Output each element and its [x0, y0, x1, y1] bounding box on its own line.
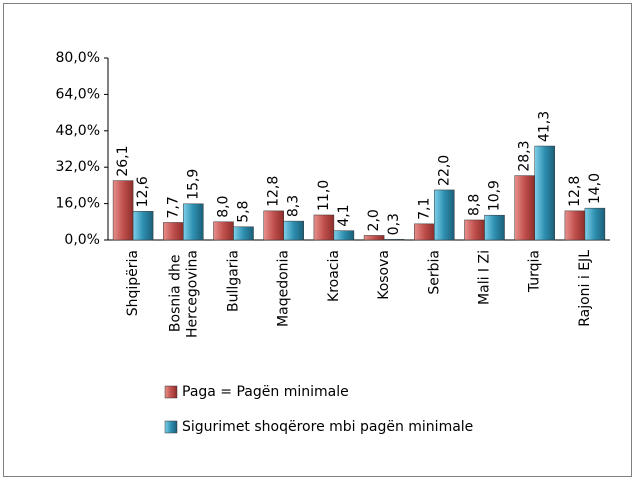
- bar: [534, 145, 555, 241]
- bar: [163, 222, 184, 241]
- x-tick-label-line: Bosnia dhe: [167, 250, 183, 332]
- bar: [464, 219, 485, 241]
- value-label: 11,0: [316, 180, 332, 211]
- x-tick-label: Mali I Zi: [477, 250, 493, 305]
- x-tick-label: Bullgaria: [226, 250, 242, 312]
- bar: [283, 220, 304, 241]
- x-tick-label: Rajoni i EJL: [577, 250, 593, 327]
- bar: [132, 211, 154, 241]
- legend-label: Paga = Pagën minimale: [182, 384, 349, 400]
- y-tick-label: 48,0%: [56, 123, 100, 139]
- legend-label: Sigurimet shoqërore mbi pagën minimale: [182, 419, 473, 435]
- bar: [183, 203, 204, 241]
- bar: [383, 239, 405, 241]
- y-tick-label: 32,0%: [56, 159, 100, 175]
- value-label: 8,0: [216, 196, 232, 218]
- legend-swatch: [164, 385, 178, 399]
- value-label: 8,3: [286, 195, 302, 217]
- bar: [313, 214, 335, 241]
- value-label: 10,9: [487, 180, 503, 211]
- value-label: 12,6: [135, 176, 151, 207]
- value-label: 14,0: [587, 173, 603, 204]
- value-label: 26,1: [115, 145, 131, 176]
- value-label: 2,0: [366, 209, 382, 231]
- bar: [233, 226, 254, 241]
- bar: [484, 214, 505, 241]
- x-tick-label: Serbia: [426, 250, 442, 295]
- bar: [363, 235, 385, 241]
- value-label: 28,3: [517, 140, 533, 171]
- y-tick-label: 80,0%: [56, 50, 100, 66]
- y-tick-label: 16,0%: [56, 196, 100, 212]
- bar: [213, 221, 234, 241]
- bar: [414, 223, 435, 241]
- bar: [514, 175, 535, 241]
- value-label: 41,3: [537, 111, 553, 142]
- bar: [584, 207, 606, 241]
- value-label: 5,8: [236, 201, 252, 223]
- x-tick-label-line: Hercegovina: [184, 250, 200, 338]
- y-tick-label: 0,0%: [64, 232, 100, 248]
- bar: [564, 210, 586, 241]
- frame: [3, 3, 632, 477]
- x-tick-label: Shqipëria: [125, 250, 141, 316]
- legend-swatch: [164, 420, 178, 434]
- value-label: 7,7: [165, 196, 181, 218]
- value-label: 7,1: [416, 198, 432, 220]
- value-label: 12,8: [266, 176, 282, 207]
- y-tick-label: 64,0%: [56, 86, 100, 102]
- x-tick-label: Turqia: [527, 250, 543, 293]
- value-label: 15,9: [185, 169, 201, 200]
- x-tick-label: Kosova: [376, 250, 392, 300]
- value-label: 22,0: [436, 155, 452, 186]
- value-label: 0,3: [386, 213, 402, 235]
- x-tick-label: Kroacia: [326, 250, 342, 302]
- value-label: 12,8: [567, 176, 583, 207]
- bar: [333, 230, 355, 241]
- bar: [112, 180, 134, 241]
- value-label: 4,1: [336, 204, 352, 226]
- value-label: 8,8: [467, 194, 483, 216]
- x-tick-label: Bosnia dhe Hercegovina: [167, 250, 200, 338]
- x-tick-label: Maqedonia: [276, 250, 292, 327]
- bar: [263, 210, 284, 241]
- bar: [434, 189, 455, 241]
